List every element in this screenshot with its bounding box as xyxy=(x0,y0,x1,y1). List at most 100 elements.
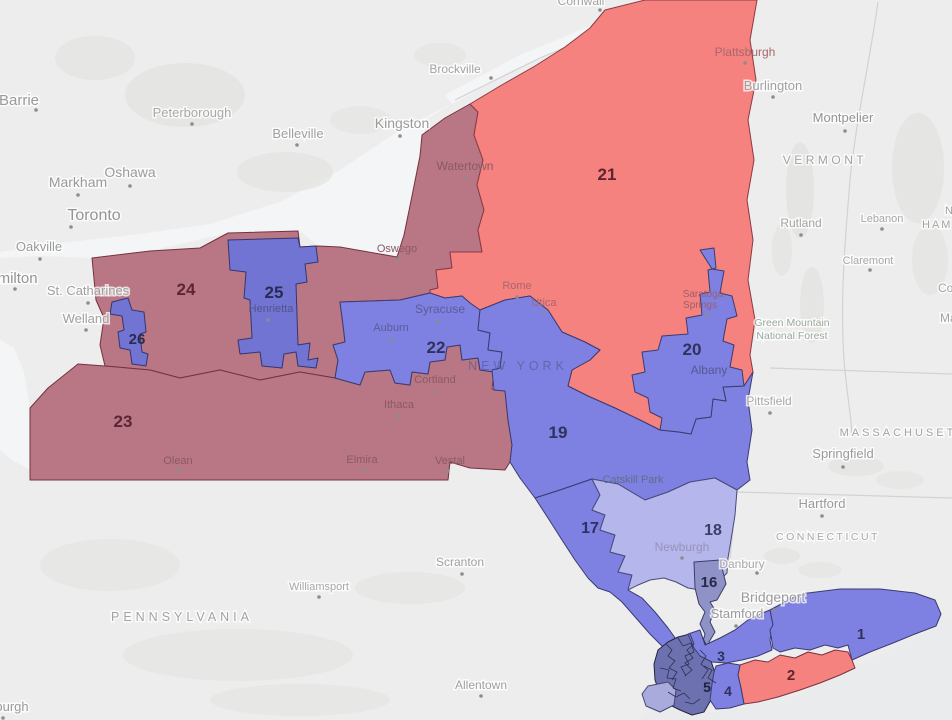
district-26-region[interactable] xyxy=(109,297,149,367)
city-label-pittsfield: Pittsfield xyxy=(746,394,791,408)
terrain-blob xyxy=(828,456,884,476)
city-label-hartford: Hartford xyxy=(799,496,846,511)
terrain-blob xyxy=(237,152,333,192)
city-dot xyxy=(38,257,42,261)
city-dot xyxy=(772,608,776,612)
nyc-district-boundary xyxy=(684,698,701,705)
district-3-label: 3 xyxy=(717,648,725,664)
city-label-peterborough: Peterborough xyxy=(153,105,232,120)
city-label-new-york: NEW YORK xyxy=(468,359,568,373)
st-lawrence xyxy=(445,0,700,104)
city-label-williamsport: Williamsport xyxy=(289,581,349,593)
terrain-blob xyxy=(355,572,465,604)
city-dot xyxy=(34,108,38,112)
district-20-region[interactable] xyxy=(631,247,745,435)
city-label-oswego: Oswego xyxy=(377,243,417,255)
city-dot xyxy=(479,694,483,698)
city-dot xyxy=(69,225,73,229)
city-label-connecticut: CONNECTICUT xyxy=(776,531,880,543)
city-dot xyxy=(542,311,546,315)
district-4-label: 4 xyxy=(724,683,732,699)
terrain-blob xyxy=(125,63,245,127)
city-label-hampshire: HAMPSHIRE xyxy=(922,219,952,231)
vt-ma-border xyxy=(769,367,952,375)
district-26-label: 26 xyxy=(129,331,146,348)
city-label-springs: Springs xyxy=(683,300,717,311)
city-dot xyxy=(680,556,684,560)
district-25-region[interactable] xyxy=(227,237,319,369)
city-dot xyxy=(880,227,884,231)
city-label-belleville: Belleville xyxy=(272,126,323,141)
city-dot xyxy=(489,76,493,80)
district-19-region[interactable] xyxy=(477,295,754,501)
city-dot xyxy=(317,595,321,599)
city-dot xyxy=(460,572,464,576)
city-label-barrie: Barrie xyxy=(0,92,39,109)
district-17-label: 17 xyxy=(581,520,599,537)
city-label-claremont: Claremont xyxy=(843,255,894,267)
city-label-burlington: Burlington xyxy=(744,78,803,93)
city-label-newburgh: Newburgh xyxy=(655,540,710,554)
city-dot xyxy=(755,571,759,575)
city-label-toronto: Toronto xyxy=(67,207,120,224)
city-label-oakville: Oakville xyxy=(16,239,62,254)
city-label-lebanon: Lebanon xyxy=(861,213,904,225)
city-label-welland: Welland xyxy=(63,311,110,326)
city-label-vermont: VERMONT xyxy=(783,153,868,167)
city-label-catskill-park: Catskill Park xyxy=(602,474,664,486)
city-dot xyxy=(433,389,437,393)
district-1-region[interactable] xyxy=(769,588,942,661)
city-label-pennsylvania: PENNSYLVANIA xyxy=(111,610,253,624)
city-dot xyxy=(743,61,747,65)
city-dot xyxy=(799,233,803,237)
terrain-blob xyxy=(798,562,842,578)
terrain-blob xyxy=(876,471,924,489)
city-label-cortland: Cortland xyxy=(414,374,456,386)
city-dot xyxy=(389,338,393,342)
terrain-blob xyxy=(210,684,390,716)
district-19-label: 19 xyxy=(549,423,568,442)
city-label-syracuse: Syracuse xyxy=(415,302,465,316)
city-label-manchester: Manchester xyxy=(940,311,952,325)
city-label-rome: Rome xyxy=(502,280,531,292)
city-label-danbury: Danbury xyxy=(719,557,764,571)
city-dot xyxy=(598,8,602,12)
ma-ct-border xyxy=(736,491,952,499)
nyc-district-boundary xyxy=(667,691,691,700)
city-dot xyxy=(843,129,847,133)
city-label-auburn: Auburn xyxy=(373,322,408,334)
city-label-elmira: Elmira xyxy=(346,454,378,466)
city-dot xyxy=(128,184,132,188)
district-2-label: 2 xyxy=(787,667,795,684)
city-label-cornwall: Cornwall xyxy=(558,0,605,8)
city-label-hamilton: Hamilton xyxy=(0,270,38,287)
terrain-blob xyxy=(330,106,390,134)
terrain-blob xyxy=(123,629,353,681)
district-4-region[interactable] xyxy=(709,662,745,710)
city-label-saratoga: Saratoga xyxy=(683,289,724,300)
city-dot xyxy=(176,468,180,472)
district-2-region[interactable] xyxy=(737,649,856,705)
city-label-albany: Albany xyxy=(691,363,728,377)
city-label-stamford: Stamford xyxy=(711,606,764,621)
district-18-label: 18 xyxy=(704,522,722,539)
district-22-region[interactable] xyxy=(332,292,503,386)
city-label-oshawa: Oshawa xyxy=(104,164,156,180)
city-dot xyxy=(515,295,519,299)
city-label-rutland: Rutland xyxy=(780,216,821,230)
city-dot xyxy=(362,468,366,472)
terrain-blob xyxy=(912,225,948,295)
city-dot xyxy=(190,122,194,126)
district-si-region[interactable] xyxy=(641,681,677,713)
city-label-st-catharines: St. Catharines xyxy=(47,283,130,298)
district-25-label: 25 xyxy=(265,283,284,302)
city-dot xyxy=(705,313,709,317)
city-dot xyxy=(841,465,845,469)
district-22-label: 22 xyxy=(427,338,446,357)
city-label-vestal: Vestal xyxy=(435,455,465,467)
city-label-burgh: burgh xyxy=(0,699,29,714)
city-dot xyxy=(13,287,17,291)
district-21-label: 21 xyxy=(598,165,617,184)
district-16-label: 16 xyxy=(701,574,718,591)
